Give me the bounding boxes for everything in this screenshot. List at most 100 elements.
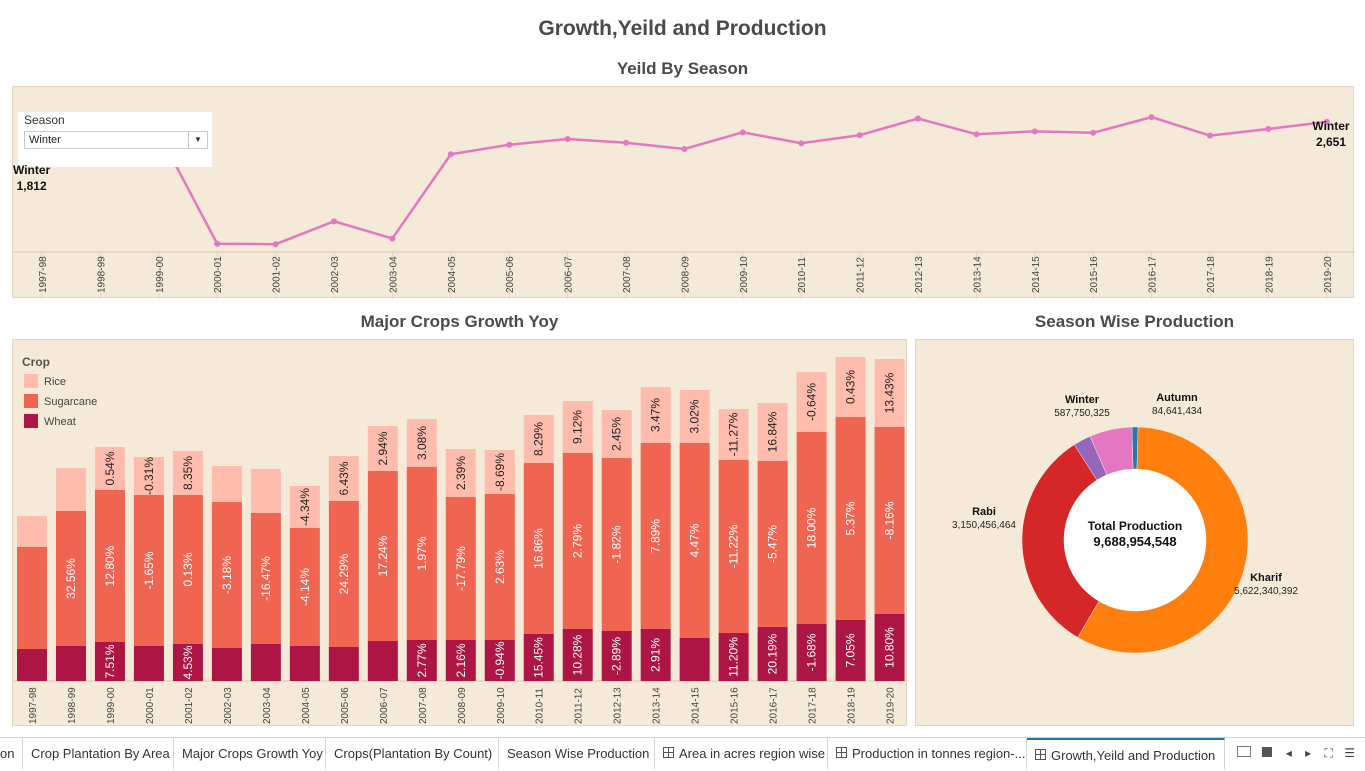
bar-segment-wheat	[640, 629, 671, 681]
bar-segment-rice	[601, 410, 632, 458]
fullscreen-icon[interactable]: ⛶	[1324, 746, 1333, 760]
bar-segment-sugarcane	[718, 460, 749, 633]
bar-data-label: 32.56%	[64, 558, 78, 599]
yield-point	[1207, 132, 1213, 139]
x-tick-label: 2003-04	[388, 256, 399, 293]
tab-area-in-acres-region-wise[interactable]: Area in acres region wise	[655, 738, 828, 769]
yield-point	[1265, 126, 1272, 132]
sheet-sorter-icon[interactable]	[1237, 746, 1251, 757]
bar-segment-wheat	[250, 644, 281, 681]
bar-segment-wheat	[679, 638, 710, 681]
slice-name-label: Kharif	[1250, 572, 1282, 584]
yield-start-label: Winter 1,812	[13, 162, 50, 194]
tab-crop-plantation-by-area[interactable]: Crop Plantation By Area	[23, 738, 174, 769]
bar-data-label: 2.91%	[649, 638, 663, 672]
x-tick-label: 2015-16	[730, 687, 741, 724]
bar-segment-wheat	[445, 640, 476, 681]
filmstrip-icon[interactable]	[1262, 747, 1273, 757]
tab-season-wise-production[interactable]: Season Wise Production	[499, 738, 655, 769]
x-tick-label: 2011-12	[574, 688, 585, 724]
bar-data-label: -0.64%	[805, 383, 819, 421]
bar-segment-rice	[874, 359, 905, 427]
x-tick-label: 2003-04	[262, 687, 273, 724]
bar-segment-rice	[250, 469, 281, 513]
bar-segment-rice	[796, 372, 827, 432]
bar-segment-sugarcane	[640, 443, 671, 629]
bar-data-label: 16.86%	[532, 528, 546, 569]
bar-segment-wheat	[601, 631, 632, 681]
next-tab-icon[interactable]: ▸	[1305, 746, 1312, 760]
bar-segment-sugarcane	[211, 502, 242, 648]
bar-segment-wheat	[133, 646, 164, 681]
x-tick-label: 1997-98	[28, 687, 39, 724]
legend-label: Wheat	[44, 416, 76, 428]
menu-icon[interactable]: ☰	[1344, 746, 1355, 760]
chevron-down-icon[interactable]: ▼	[188, 132, 207, 148]
yield-point	[798, 140, 805, 147]
donut-hole	[1064, 469, 1206, 611]
season-filter-value: Winter	[29, 134, 61, 146]
bar-segment-wheat	[874, 614, 905, 681]
yield-point	[856, 132, 863, 139]
season-filter-label: Season	[24, 113, 65, 127]
dashboard-icon	[836, 747, 847, 758]
x-tick-label: 2009-10	[496, 687, 507, 724]
yield-point	[331, 218, 337, 225]
tab-major-crops-growth-yoy[interactable]: Major Crops Growth Yoy	[174, 738, 326, 769]
bar-data-label: 3.08%	[415, 426, 429, 460]
bar-segment-rice	[406, 419, 437, 467]
bar-segment-sugarcane	[757, 461, 788, 627]
bar-data-label: 0.43%	[844, 370, 858, 404]
bar-segment-sugarcane	[289, 528, 320, 646]
prev-tab-icon[interactable]: ◂	[1285, 746, 1292, 760]
slice-value-label: 587,750,325	[1054, 408, 1110, 419]
bar-segment-rice	[367, 426, 398, 471]
x-tick-label: 2008-09	[457, 687, 468, 724]
yield-point	[681, 145, 688, 152]
tab-crops-plantation-by-count[interactable]: Crops(Plantation By Count)	[326, 738, 499, 769]
tab-label: Season Wise Production	[507, 746, 650, 761]
x-tick-label: 1998-99	[67, 687, 78, 724]
bar-segment-rice	[17, 516, 47, 547]
bar-segment-wheat	[328, 647, 359, 681]
x-tick-label: 2017-18	[808, 687, 819, 724]
dashboard-icon	[663, 747, 674, 758]
x-tick-label: 2016-17	[769, 687, 780, 724]
x-tick-label: 2005-06	[340, 687, 351, 724]
bar-segment-sugarcane	[133, 495, 164, 646]
x-tick-label: 2005-06	[505, 256, 516, 293]
bar-data-label: 8.29%	[532, 422, 546, 456]
season-filter: Season Winter ▼	[18, 112, 212, 167]
donut-slice	[1021, 444, 1100, 638]
bar-segment-rice	[211, 466, 242, 502]
bar-segment-sugarcane	[874, 427, 905, 614]
donut-center-value: 9,688,954,548	[1093, 534, 1177, 549]
tab-on[interactable]: on	[0, 738, 23, 769]
bar-segment-sugarcane	[484, 494, 515, 640]
tab-production-in-tonnes-region[interactable]: Production in tonnes region-...	[828, 738, 1027, 769]
bar-segment-wheat	[835, 620, 866, 681]
x-tick-label: 2006-07	[379, 687, 390, 724]
x-tick-label: 2010-11	[797, 257, 808, 293]
season-filter-dropdown[interactable]: Winter ▼	[24, 131, 208, 149]
yield-chart-panel: 1997-98 1998-99 1999-00 2000-01 2001-02 2002-…	[12, 86, 1355, 299]
bar-data-label: -2.89%	[610, 637, 624, 675]
yield-start-label-value: 1,812	[16, 179, 47, 193]
x-tick-label: 2007-08	[622, 256, 633, 293]
bar-segment-sugarcane	[835, 417, 866, 620]
bar-segment-rice	[94, 447, 125, 490]
tab-label: Crop Plantation By Area	[31, 746, 170, 761]
x-tick-label: 1999-00	[155, 256, 166, 293]
x-tick-label: 1998-99	[96, 256, 107, 293]
bar-data-label: -4.14%	[298, 568, 312, 606]
bar-data-label: 0.13%	[181, 552, 195, 586]
yield-line-chart: 1997-98 1998-99 1999-00 2000-01 2001-02 2002-…	[13, 114, 1355, 299]
yield-point	[1031, 128, 1038, 135]
bar-data-label: -11.27%	[727, 412, 741, 456]
x-tick-label: 2007-08	[418, 687, 429, 724]
bar-data-label: 3.47%	[649, 398, 663, 432]
bar-data-label: 2.16%	[454, 643, 468, 677]
tab-growth-yeild-and-production[interactable]: Growth,Yeild and Production	[1027, 738, 1225, 769]
x-tick-label: 2001-02	[184, 687, 195, 724]
x-tick-label: 2001-02	[272, 256, 283, 293]
